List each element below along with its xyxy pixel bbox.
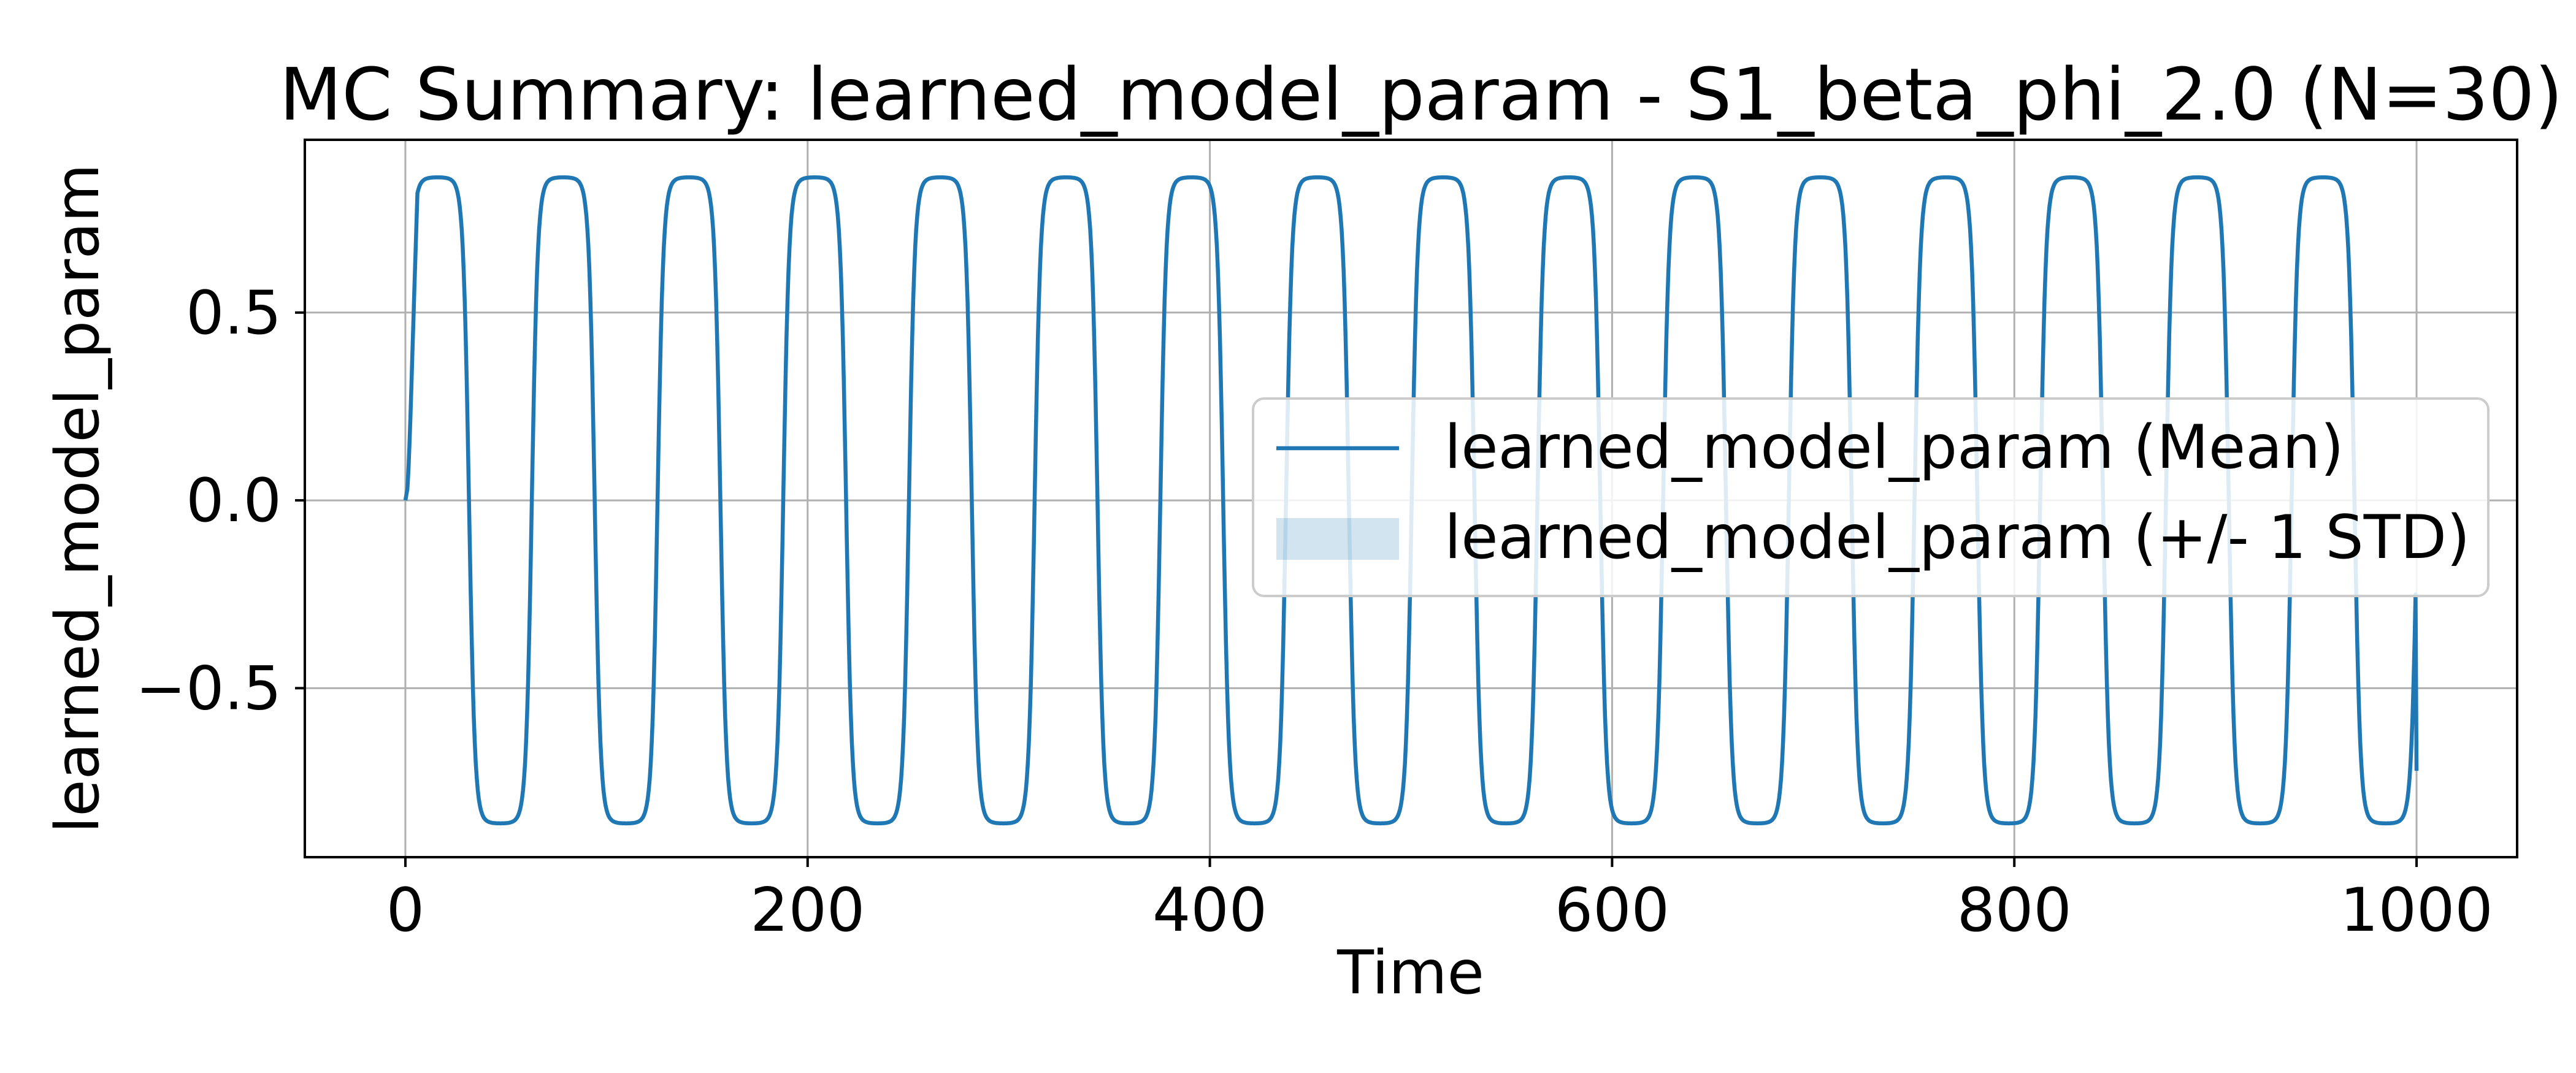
chart-title: MC Summary: learned_model_param - S1_bet… [279, 52, 2563, 137]
plot-frame [304, 139, 2518, 858]
x-tick-label: 600 [1555, 876, 1669, 945]
x-tick-label: 1000 [2340, 876, 2493, 945]
x-tick-label: 0 [386, 876, 424, 945]
y-tick-label: 0.0 [186, 466, 282, 536]
x-tick-label: 200 [750, 876, 865, 945]
y-axis: 0.5 0.0 −0.5 [136, 278, 305, 724]
x-tick-label: 400 [1152, 876, 1267, 945]
grid [305, 140, 2517, 857]
x-tick-label: 800 [1957, 876, 2072, 945]
y-axis-label: learned_model_param [43, 164, 113, 833]
legend-std-swatch [1276, 518, 1399, 560]
legend: learned_model_param (Mean) learned_model… [1252, 397, 2490, 597]
legend-std-label: learned_model_param (+/- 1 STD) [1444, 503, 2470, 573]
y-tick-label: 0.5 [186, 278, 282, 348]
x-axis: 0 200 400 600 800 1000 [386, 857, 2493, 945]
legend-box [1252, 397, 2490, 597]
y-tick-label: −0.5 [136, 654, 282, 724]
x-axis-label: Time [1336, 938, 1484, 1008]
legend-mean-label: learned_model_param (Mean) [1444, 413, 2344, 483]
